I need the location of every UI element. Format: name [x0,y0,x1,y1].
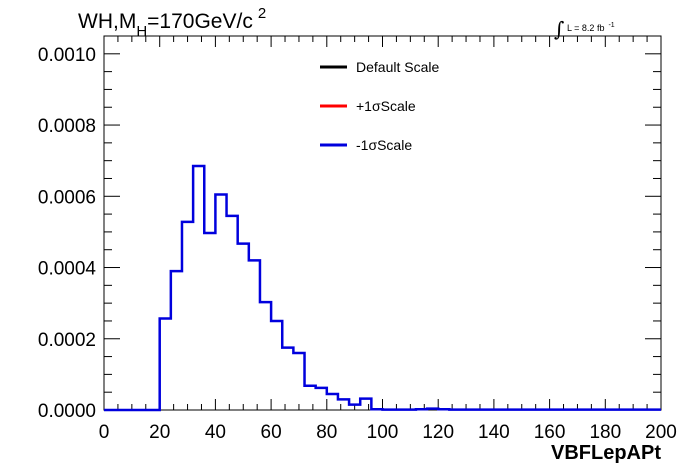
x-tick-label: 40 [205,422,226,443]
y-tick-label: 0.0004 [38,259,97,280]
y-axis: 0.0000 0.0002 0.0004 0.0006 0.0008 0.0010 [38,45,661,422]
x-tick-label: 60 [261,422,282,443]
x-axis: 0 20 40 60 80 100 120 140 160 180 200 [99,36,677,443]
x-tick-label: 140 [478,422,510,443]
x-tick-label: 200 [645,422,677,443]
title-value: =170GeV/c [147,10,253,33]
title-subscript: H [136,23,147,40]
legend: Default Scale +1σScale -1σScale [320,59,439,153]
legend-label: -1σScale [356,137,412,153]
luminosity-label: ∫ L = 8.2 fb -1 [554,17,615,41]
x-axis-label: VBFLepAPt [551,442,661,464]
y-tick-label: 0.0006 [38,187,96,208]
y-tick-label: 0.0000 [38,401,96,422]
y-tick-label: 0.0008 [38,116,96,137]
chart-title: WH,MH=170GeV/c 2 [78,5,266,40]
y-tick-label: 0.0010 [38,45,96,66]
x-tick-label: 160 [534,422,566,443]
luminosity-integral-symbol: ∫ [554,17,564,41]
histogram-line [104,164,661,412]
title-superscript: 2 [258,5,266,22]
x-tick-label: 100 [367,422,399,443]
luminosity-text: L = 8.2 fb -1 [567,22,615,33]
luminosity-value: L = 8.2 fb [567,23,604,33]
legend-label: Default Scale [356,59,439,75]
x-tick-label: 20 [149,422,170,443]
x-tick-label: 180 [589,422,621,443]
x-tick-label: 0 [99,422,110,443]
legend-label: +1σScale [356,98,416,114]
x-tick-label: 80 [316,422,337,443]
x-tick-label: 120 [422,422,454,443]
title-main: WH,M [78,10,136,33]
luminosity-superscript: -1 [608,22,614,29]
series-layer [104,164,661,412]
y-tick-label: 0.0002 [38,330,96,351]
